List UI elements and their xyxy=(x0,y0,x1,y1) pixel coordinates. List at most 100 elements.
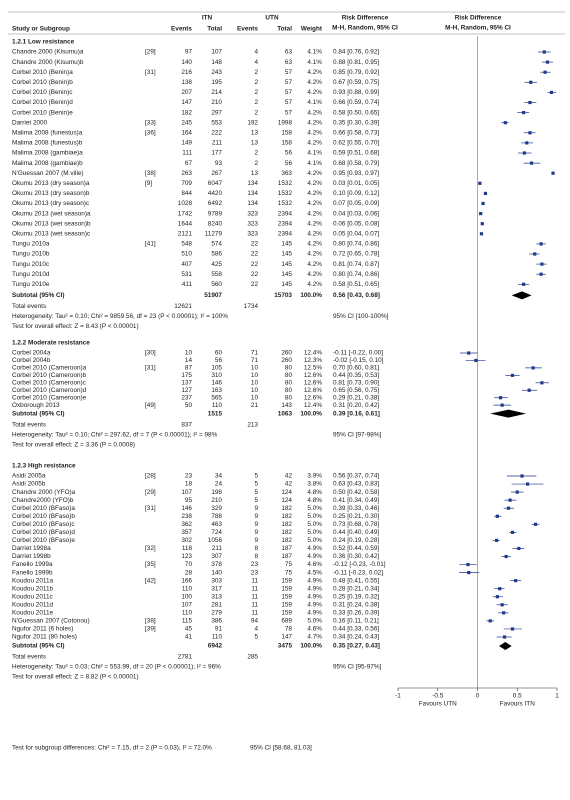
utn-total: 182 xyxy=(281,521,292,528)
itn-events: 67 xyxy=(185,160,193,167)
risk-difference: 0.70 [0.60, 0.81] xyxy=(333,365,379,372)
itn-events: 118 xyxy=(182,545,193,552)
weight: 4.1% xyxy=(307,59,322,66)
reference: [31] xyxy=(145,505,156,512)
itn-events: 1644 xyxy=(178,220,193,227)
risk-difference: 0.66 [0.59, 0.74] xyxy=(333,99,379,106)
study-name: Tungu 2010e xyxy=(12,281,50,288)
itn-total: 463 xyxy=(211,521,222,528)
risk-difference: -0.11 [-0.22, 0.00] xyxy=(333,350,383,357)
reference: [29] xyxy=(145,489,156,496)
study-name: Corbel 2010 (Benin)c xyxy=(12,89,73,96)
itn-events: 411 xyxy=(182,281,193,288)
x-tick-label: -0.5 xyxy=(432,693,443,700)
risk-difference: 0.68 [0.58, 0.79] xyxy=(333,160,379,167)
utn-total: 63 xyxy=(285,49,293,56)
point-estimate xyxy=(533,252,537,256)
utn-total: 80 xyxy=(285,379,293,386)
utn-total: 1532 xyxy=(278,200,293,207)
itn-events: 10 xyxy=(185,350,193,357)
risk-difference: 0.24 [0.19, 0.28] xyxy=(333,537,379,544)
weight: 4.9% xyxy=(307,553,322,560)
itn-events: 844 xyxy=(181,190,192,197)
utn-events: 22 xyxy=(251,271,259,278)
itn-total: 146 xyxy=(211,379,222,386)
utn-total: 80 xyxy=(285,372,293,379)
risk-difference: 0.58 [0.50, 0.65] xyxy=(333,109,379,116)
weight: 4.9% xyxy=(307,601,322,608)
itn-total: 243 xyxy=(211,69,222,76)
column-header: Weight xyxy=(301,26,323,33)
itn-events: 362 xyxy=(181,521,192,528)
heterogeneity-ci: 95% CI [100-100%] xyxy=(333,313,389,320)
study-name: Ngufor 2011 (80 holes) xyxy=(12,634,77,641)
utn-total: 2394 xyxy=(278,220,293,227)
risk-difference: 0.04 [0.03, 0.06] xyxy=(333,210,379,217)
itn-total: 267 xyxy=(211,170,222,177)
point-estimate xyxy=(508,498,512,502)
x-tick-label: 0.5 xyxy=(513,693,522,700)
study-name: Tungu 2010b xyxy=(12,251,50,258)
x-tick-label: 0 xyxy=(476,693,480,700)
favours-left: Favours UTN xyxy=(419,701,457,708)
heterogeneity-ci: 95% CI [97-98%] xyxy=(333,431,382,438)
reference: [30] xyxy=(145,350,156,357)
weight: 4.2% xyxy=(307,89,322,96)
itn-events: 245 xyxy=(181,119,192,126)
weight: 3.8% xyxy=(307,481,322,488)
utn-total: 159 xyxy=(281,577,292,584)
study-name: Corbel 2010 (Cameroon)c xyxy=(12,379,87,386)
risk-difference: 0.48 [0.41, 0.55] xyxy=(333,577,379,584)
utn-total: 145 xyxy=(281,251,292,258)
risk-difference: 0.80 [0.74, 0.86] xyxy=(333,271,379,278)
risk-difference: 0.31 [0.24, 0.38] xyxy=(333,601,379,608)
study-name: Koudou 2011e xyxy=(12,610,54,617)
weight: 4.2% xyxy=(307,129,322,136)
utn-total: 159 xyxy=(281,585,292,592)
risk-difference: 0.59 [0.51, 0.68] xyxy=(333,150,379,157)
itn-total: 214 xyxy=(211,89,222,96)
itn-total: 107 xyxy=(211,49,222,56)
point-estimate xyxy=(466,562,470,567)
utn-events: 22 xyxy=(251,261,259,268)
itn-events: 140 xyxy=(181,59,192,66)
itn-events: 207 xyxy=(181,89,192,96)
itn-total: 6492 xyxy=(208,200,223,207)
utn-events: 134 xyxy=(247,180,258,187)
utn-events: 2 xyxy=(254,69,258,76)
risk-difference: -0.12 [-0.23, -0.01] xyxy=(333,561,386,568)
point-estimate xyxy=(542,50,546,54)
risk-difference: 0.81 [0.74, 0.87] xyxy=(333,261,379,268)
weight: 12.6% xyxy=(304,387,322,394)
itn-events: 2121 xyxy=(178,230,193,237)
utn-events: 2 xyxy=(254,89,258,96)
reference: [28] xyxy=(145,473,156,480)
itn-total: 56 xyxy=(215,357,223,364)
subtotal-itn: 6942 xyxy=(208,643,223,650)
weight: 12.4% xyxy=(304,350,322,357)
point-estimate xyxy=(502,611,506,615)
weight: 4.2% xyxy=(307,271,322,278)
weight: 4.2% xyxy=(307,69,322,76)
point-estimate xyxy=(494,538,499,542)
subtotal-label: Subtotal (95% CI) xyxy=(12,643,65,650)
utn-total: 42 xyxy=(285,473,293,480)
itn-events: 45 xyxy=(185,626,193,633)
utn-total: 260 xyxy=(281,350,292,357)
risk-difference: 0.05 [0.04, 0.07] xyxy=(333,230,379,237)
reference: [38] xyxy=(145,618,156,625)
point-estimate xyxy=(498,396,503,400)
utn-events: 9 xyxy=(254,537,258,544)
utn-total: 124 xyxy=(281,489,292,496)
itn-events: 127 xyxy=(181,387,192,394)
point-estimate xyxy=(479,232,484,236)
study-name: Koudou 2011c xyxy=(12,593,54,600)
study-name: Corbel 2010 (BFaso)d xyxy=(12,529,75,536)
weight: 4.2% xyxy=(307,220,322,227)
utn-events: 8 xyxy=(254,553,258,560)
point-estimate xyxy=(514,579,518,583)
weight: 4.2% xyxy=(307,190,322,197)
utn-events: 21 xyxy=(251,402,259,409)
utn-total: 182 xyxy=(281,529,292,536)
study-name: Malima 2008 (gambiae)b xyxy=(12,160,83,167)
